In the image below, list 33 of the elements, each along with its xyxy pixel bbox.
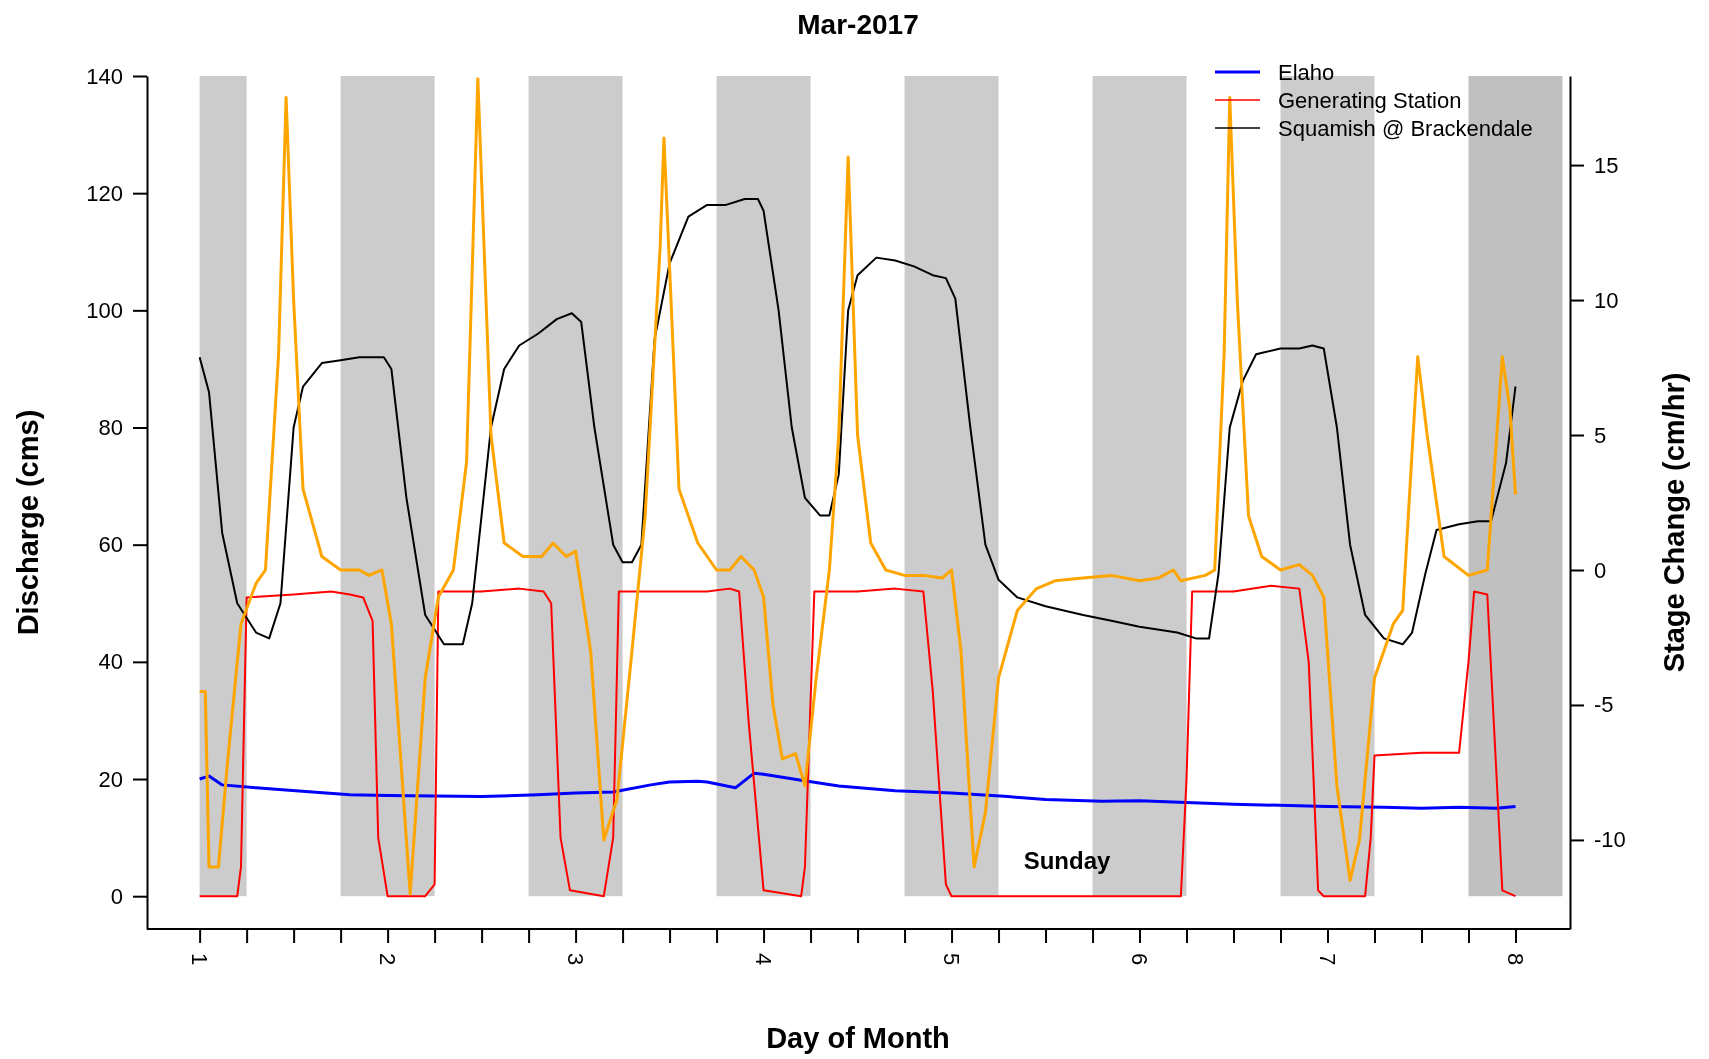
y-tick-label: 80	[98, 415, 123, 441]
annotation: Sunday	[1023, 847, 1111, 875]
legend-label: Elaho	[1278, 59, 1335, 85]
y2-tick-label: -5	[1594, 692, 1614, 718]
y-tick-label: 60	[98, 532, 123, 558]
line-series	[198, 584, 1517, 898]
x-tick-label: 7	[1315, 952, 1341, 966]
line-series	[198, 198, 1517, 646]
x-tick-label: 1	[187, 952, 213, 966]
y-axis-title: Discharge (cms)	[12, 409, 44, 636]
y2-axis-title: Stage Change (cm/hr)	[1658, 372, 1690, 673]
y-tick-label: 120	[86, 180, 123, 206]
y2-tick-label: 0	[1594, 557, 1607, 583]
y2-tick-label: 15	[1594, 152, 1619, 178]
y2-tick-label: 10	[1594, 287, 1619, 313]
x-tick-label: 5	[939, 952, 965, 966]
x-tick-label: 8	[1503, 952, 1529, 966]
y-tick-label: 140	[86, 63, 123, 89]
x-tick-label: 6	[1127, 952, 1153, 966]
y-tick-label: 100	[86, 297, 123, 323]
line-series	[198, 771, 1517, 810]
legend-label: Squamish @ Brackendale	[1278, 115, 1533, 141]
y2-tick-label: 5	[1594, 422, 1607, 448]
y-tick-label: 40	[98, 649, 123, 675]
y-tick-label: 0	[110, 883, 123, 909]
x-tick-label: 3	[563, 952, 589, 966]
y-tick-label: 20	[98, 766, 123, 792]
x-axis-title: Day of Month	[766, 1022, 950, 1054]
x-tick-label: 2	[375, 952, 401, 966]
x-tick-label: 4	[751, 952, 777, 966]
y2-tick-label: -10	[1594, 827, 1626, 853]
legend-label: Generating Station	[1278, 87, 1462, 113]
chart-title: Mar-2017	[797, 9, 919, 40]
